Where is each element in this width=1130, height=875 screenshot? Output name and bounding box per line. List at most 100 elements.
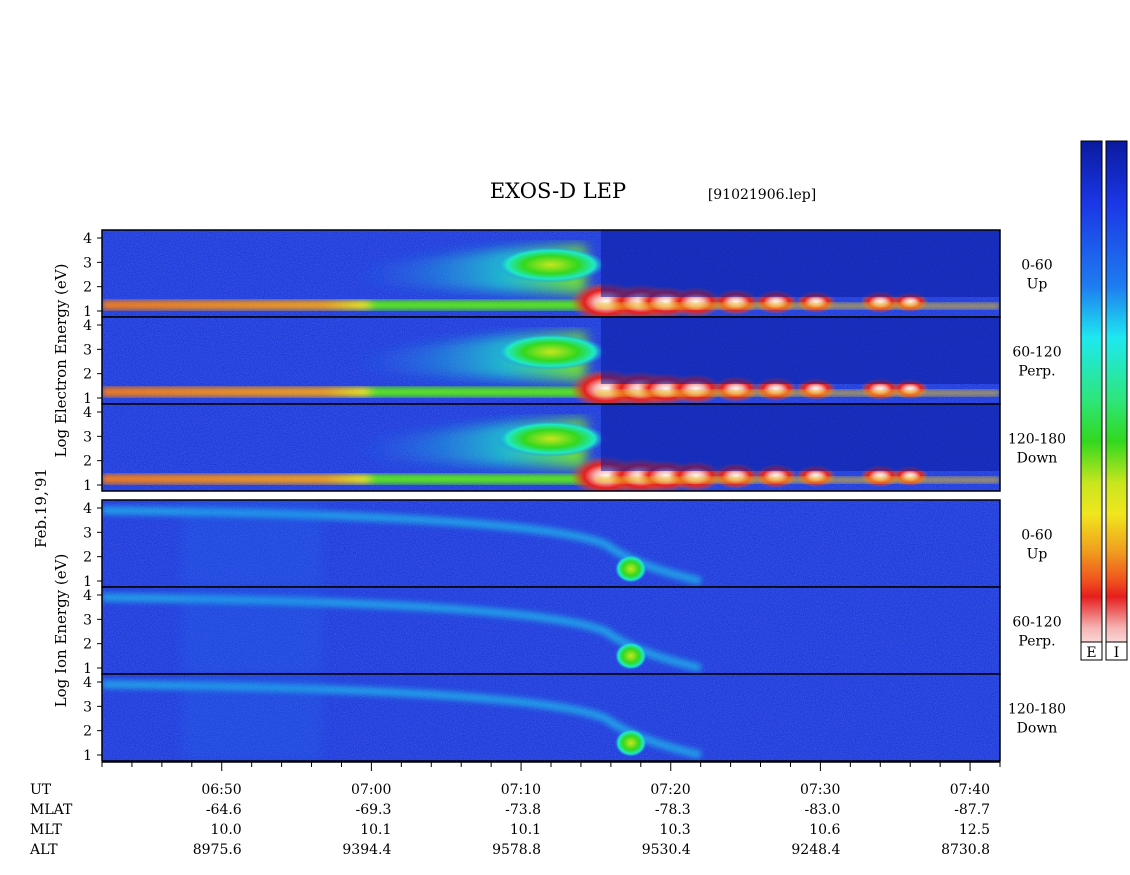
ephemeris-value-mlat: -64.6 [206,802,242,818]
y-tick-label: 1 [83,304,92,320]
y-tick-label: 1 [83,478,92,494]
color-bar-i-label-box [1105,641,1128,661]
y-tick-label: 4 [83,318,92,334]
y-tick-label: 4 [83,405,92,421]
low-energy-band [102,300,596,310]
spectrogram-image [102,317,1000,404]
ephemeris-value-alt: 9578.8 [492,842,541,858]
channel-label-range: 0-60 [1021,528,1052,544]
ion-green-region [614,641,647,670]
ephemeris-value-mlt: 10.3 [660,822,691,838]
post-break-dark [600,230,1000,297]
color-bar-e-label-box [1080,641,1103,661]
channel-label-direction: Down [1017,721,1058,737]
y-tick-label: 2 [83,280,92,296]
y-tick-label: 1 [83,391,92,407]
ephemeris-value-mlt: 12.5 [959,822,990,838]
time-axis [101,761,1001,771]
spectrogram-image [102,674,1000,761]
channel-label-direction: Perp. [1018,364,1055,380]
y-tick-label: 4 [83,675,92,691]
green-intensity-region [495,333,606,370]
y-tick-label: 2 [83,550,92,566]
y-tick-label: 4 [83,231,92,247]
ephemeris-value-ut: 06:50 [201,782,241,798]
ephemeris-value-alt: 9530.4 [642,842,691,858]
ephemeris-value-alt: 9248.4 [791,842,840,858]
file-name-label: [91021906.lep] [708,187,816,203]
y-tick-label: 3 [83,699,92,715]
ephemeris-value-alt: 8975.6 [193,842,242,858]
spectrogram-image [102,230,1000,317]
electron-panel-2: 1 2 3 4 [83,316,1001,407]
channel-label-range: 120-180 [1008,702,1066,718]
ephemeris-value-mlat: -87.7 [954,802,990,818]
ephemeris-value-mlat: -78.3 [655,802,691,818]
y-tick-label: 2 [83,637,92,653]
chart-title: EXOS-D LEP [490,179,626,203]
ephemeris-row-label: MLAT [30,802,73,818]
y-tick-label: 1 [83,574,92,590]
y-tick-label: 3 [83,255,92,271]
panel-frame [101,403,1001,492]
ephemeris-value-ut: 07:20 [650,782,690,798]
color-bar-i [1105,140,1128,660]
ephemeris-row-label: ALT [29,842,58,858]
ephemeris-value-mlt: 10.1 [510,822,541,838]
y-tick-label: 3 [83,429,92,445]
y-tick-label: 3 [83,342,92,358]
color-bar-i-label: I [1114,645,1120,661]
channel-label-range: 120-180 [1008,432,1066,448]
low-energy-band [102,387,596,397]
ion-panel-2: 1 2 3 4 [83,586,1001,677]
channel-label-direction: Up [1027,277,1048,293]
ephemeris-row-label: MLT [30,822,62,838]
channel-label-range: 60-120 [1012,345,1061,361]
post-break-dark [600,317,1000,384]
post-break-band [595,390,1000,396]
ephemeris-value-alt: 8730.8 [941,842,990,858]
ion-cloud [182,587,322,674]
ion-cloud [182,674,322,761]
channel-label-range: 60-120 [1012,615,1061,631]
channel-labels: 0-60 Up 60-120 Perp. 120-180 Down 0-60 Up 60-120… [1008,258,1066,737]
channel-label-direction: Perp. [1018,634,1055,650]
spectrogram-image [102,404,1000,491]
ephemeris-value-mlat: -83.0 [804,802,840,818]
ephemeris-value-mlat: -69.3 [355,802,391,818]
channel-label-direction: Down [1017,451,1058,467]
ephemeris-value-mlt: 10.0 [211,822,242,838]
channel-label-direction: Up [1027,547,1048,563]
ion-cloud [182,500,322,587]
ephemeris-value-mlt: 10.1 [360,822,391,838]
y-tick-label: 1 [83,661,92,677]
y-tick-label: 2 [83,724,92,740]
green-intensity-region [495,246,606,283]
y-axis-labels: Log Electron Energy (eV) Log Ion Energy (… [52,264,70,708]
color-bar-e [1080,140,1103,660]
post-break-dark [600,404,1000,471]
color-bar-e-label: E [1086,645,1096,661]
ion-green-region [614,728,647,757]
spectrogram-image [102,587,1000,674]
y-tick-label: 2 [83,454,92,470]
y-tick-label: 4 [83,588,92,604]
color-scale-ion: I [1105,140,1128,661]
y-tick-label: 2 [83,367,92,383]
electron-y-axis-label: Log Electron Energy (eV) [52,264,70,458]
ephemeris-value-ut: 07:40 [950,782,990,798]
panel-frame [101,673,1001,762]
electron-panel-1: 1 2 3 4 [83,229,1001,320]
ephemeris-value-ut: 07:30 [800,782,840,798]
ion-panel-3: 1 2 3 4 [83,673,1001,764]
post-break-band [595,303,1000,309]
ephemeris-value-ut: 07:10 [501,782,541,798]
post-break-band [595,477,1000,483]
ephemeris-table: UT MLAT MLT ALT 06:50 -64.6 10.0 8975.6 07:00 -69… [29,782,990,858]
spectrogram-image [102,500,1000,587]
ephemeris-value-mlt: 10.6 [809,822,840,838]
channel-label-range: 0-60 [1021,258,1052,274]
y-tick-label: 3 [83,612,92,628]
